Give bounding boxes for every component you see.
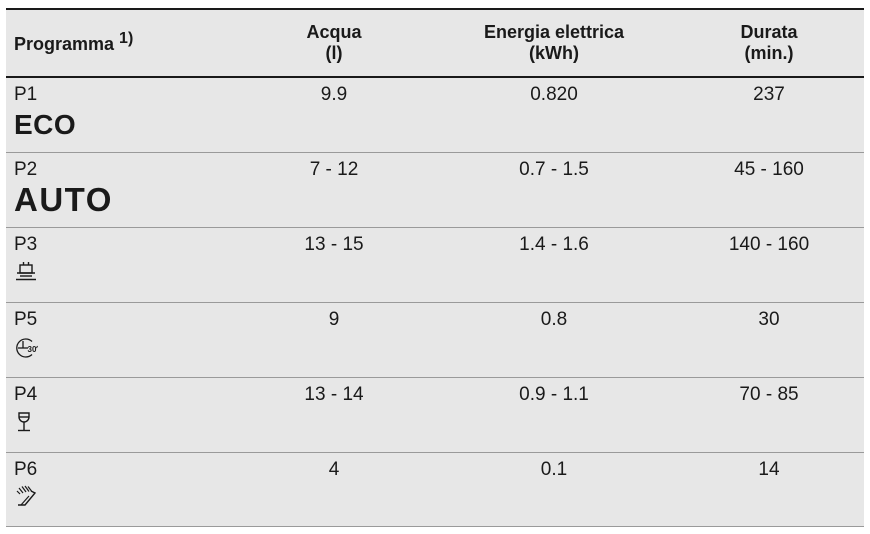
header-program: Programma 1) [6,10,234,76]
header-duration: Durata (min.) [674,10,864,76]
energy-value: 0.7 - 1.5 [519,159,589,180]
duration-value: 140 - 160 [728,234,810,255]
program-data-table: Programma 1) Acqua (l) Energia elettrica … [6,8,864,527]
table-row: P2 AUTO 7 - 12 0.7 - 1.5 45 - 160 [6,153,864,228]
program-code: P4 [14,384,38,405]
header-water-label: Acqua [306,22,362,42]
svg-text:30: 30 [28,345,37,354]
program-cell: P3 [6,228,234,302]
duration-value: 70 - 85 [739,384,799,405]
table-row: P3 13 - 15 1.4 - 1.6 140 - 160 [6,228,864,303]
header-energy-label: Energia elettrica [483,22,625,42]
table-row: P4 13 - 14 0.9 - 1.1 70 - 85 [6,378,864,453]
duration-value: 30 [758,309,780,330]
wine-glass-icon [14,410,40,436]
water-value: 4 [328,459,340,480]
header-water-unit: (l) [325,43,343,63]
program-label-eco: ECO [14,109,77,140]
rinse-spray-icon [14,485,40,511]
energy-value: 0.820 [530,84,578,105]
header-duration-unit: (min.) [744,43,794,63]
program-cell: P2 AUTO [6,153,234,227]
header-program-footnote: 1) [119,29,134,47]
energy-value: 0.1 [540,459,568,480]
pots-pans-icon [14,260,40,286]
header-program-label: Programma [14,33,115,54]
duration-value: 14 [758,459,780,480]
water-value: 13 - 15 [304,234,364,255]
program-code: P1 [14,84,38,105]
program-label-auto: AUTO [14,181,113,218]
water-value: 9 [328,309,340,330]
program-cell: P5 30 [6,303,234,377]
program-code: P5 [14,309,38,330]
table-row: P1 ECO 9.9 0.820 237 [6,78,864,153]
program-cell: P1 ECO [6,78,234,152]
header-energy-unit: (kWh) [529,43,579,63]
energy-value: 1.4 - 1.6 [519,234,589,255]
30-minute-clock-icon: 30 [14,335,40,361]
program-cell: P6 [6,453,234,526]
energy-value: 0.8 [540,309,568,330]
duration-value: 237 [753,84,785,105]
program-cell: P4 [6,378,234,452]
energy-value: 0.9 - 1.1 [519,384,589,405]
header-duration-label: Durata [740,22,798,42]
table-row: P5 30 9 0.8 30 [6,303,864,378]
table-header-row: Programma 1) Acqua (l) Energia elettrica … [6,10,864,78]
water-value: 7 - 12 [309,159,359,180]
program-code: P6 [14,459,38,480]
program-code: P2 [14,159,38,180]
program-code: P3 [14,234,38,255]
water-value: 13 - 14 [304,384,364,405]
table-row: P6 4 0.1 14 [6,453,864,527]
water-value: 9.9 [320,84,348,105]
duration-value: 45 - 160 [734,159,804,180]
header-water: Acqua (l) [234,10,434,76]
header-energy: Energia elettrica (kWh) [434,10,674,76]
